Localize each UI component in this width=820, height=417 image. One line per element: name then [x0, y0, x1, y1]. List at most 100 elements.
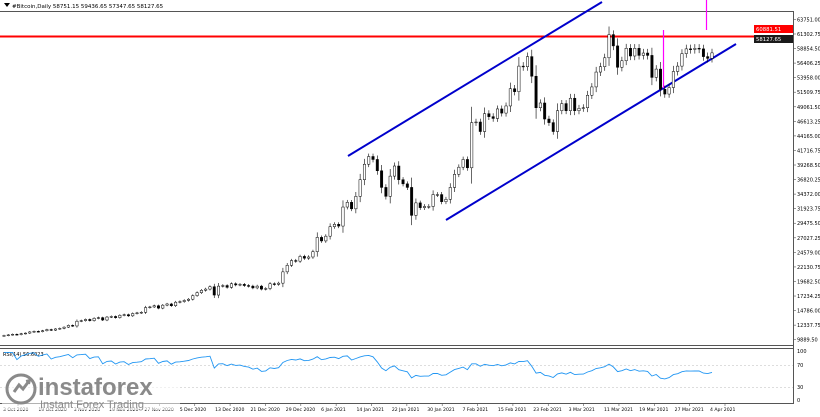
candle-body-bear [697, 48, 701, 50]
channel-lower-line[interactable] [445, 43, 737, 221]
candle [122, 313, 126, 317]
candle [148, 305, 152, 309]
candle-body-bull [332, 224, 336, 227]
candle-body-bull [594, 71, 598, 88]
candle-body-bear [534, 75, 538, 108]
candle [54, 328, 57, 331]
candle-body-bear [646, 52, 650, 56]
candle [217, 283, 220, 299]
candle [710, 48, 714, 63]
candle [229, 282, 233, 289]
candle-body-bear [521, 65, 525, 68]
candle [444, 196, 448, 205]
candle-body-bull [28, 331, 32, 334]
candle-body-bull [324, 235, 328, 242]
candle [513, 85, 517, 96]
current-tag-label: 58127.65 [756, 37, 781, 43]
candle-body-bull [122, 314, 126, 316]
candle-body-bull [221, 285, 225, 287]
candle-body-bull [693, 48, 697, 50]
candle-body-bear [564, 103, 568, 111]
candle [178, 300, 182, 304]
candle [680, 49, 684, 71]
candle [414, 198, 418, 220]
candle [629, 44, 632, 61]
candle-body-bear [487, 113, 491, 117]
candle-body-bull [315, 237, 319, 252]
candle-body-bear [15, 334, 19, 336]
candle-body-bear [500, 108, 504, 114]
candle-body-bull [444, 199, 448, 202]
candle-body-bull [96, 317, 100, 319]
candle [101, 316, 105, 321]
price-tick-label: 56406.25 [797, 61, 820, 67]
price-tick-label: 39268.50 [797, 163, 820, 169]
candle-body-bear [350, 202, 354, 210]
candle [337, 222, 341, 229]
candle [659, 62, 662, 97]
candle [641, 48, 645, 60]
candle [187, 298, 190, 302]
candle [66, 324, 70, 329]
triangle-down-icon[interactable] [4, 3, 10, 7]
candle-body-bull [461, 159, 465, 168]
candle-body-bull [58, 328, 62, 330]
price-tick-label: 19682.50 [797, 279, 820, 285]
channel-upper-line[interactable] [347, 1, 603, 157]
rsi-line [4, 352, 713, 380]
candle-body-bear [251, 285, 255, 289]
date-tick-label: 29 Dec 2020 [286, 407, 315, 413]
price-tick-label: 22130.75 [797, 265, 820, 271]
candle [204, 287, 208, 292]
candle-body-bull [367, 156, 371, 165]
date-tick-label: 13 Dec 2020 [215, 407, 244, 413]
candle-body-bull [517, 65, 521, 92]
candle [362, 158, 366, 186]
candle-body-bear [616, 45, 620, 68]
candle [290, 258, 293, 267]
candle [607, 26, 611, 66]
candle [109, 315, 113, 319]
candle [517, 57, 521, 101]
candle [165, 302, 169, 307]
candle [380, 164, 384, 194]
candle-body-bull [66, 325, 70, 328]
current-price-tag: 58127.65 [754, 35, 793, 43]
candle [62, 326, 66, 330]
price-tick-label: 63751.00 [797, 17, 820, 23]
candle [272, 282, 276, 286]
candle [251, 284, 255, 290]
candles-group [2, 26, 714, 337]
candle [324, 234, 328, 243]
candle [28, 331, 32, 334]
candle-body-bear [242, 284, 246, 286]
candle-body-bear [410, 187, 414, 216]
candle-body-bull [654, 68, 658, 78]
price-tick-label: 61302.75 [797, 32, 820, 38]
candle-body-bull [54, 328, 57, 331]
candle [478, 118, 482, 135]
current-tag-box [754, 35, 793, 43]
candle-body-bear [302, 256, 306, 259]
candle [118, 314, 122, 319]
candle-body-bear [225, 285, 229, 288]
candle [693, 44, 697, 54]
candle-body-bull [556, 110, 559, 132]
candle-body-bull [568, 97, 572, 111]
candle [590, 83, 594, 99]
candle-body-bear [440, 194, 444, 202]
candle [315, 232, 319, 257]
candle [491, 113, 495, 122]
candle [294, 258, 298, 263]
candle-body-bull [285, 265, 289, 273]
candle-body-bull [453, 174, 456, 188]
date-tick-label: 11 Mar 2021 [604, 407, 633, 413]
candle-body-bull [191, 295, 195, 300]
candle [212, 283, 216, 298]
date-tick-label: 3 Mar 2021 [569, 407, 595, 413]
candle [2, 334, 6, 337]
candle [410, 177, 414, 226]
candle [302, 254, 306, 260]
candle-body-bull [165, 303, 169, 306]
